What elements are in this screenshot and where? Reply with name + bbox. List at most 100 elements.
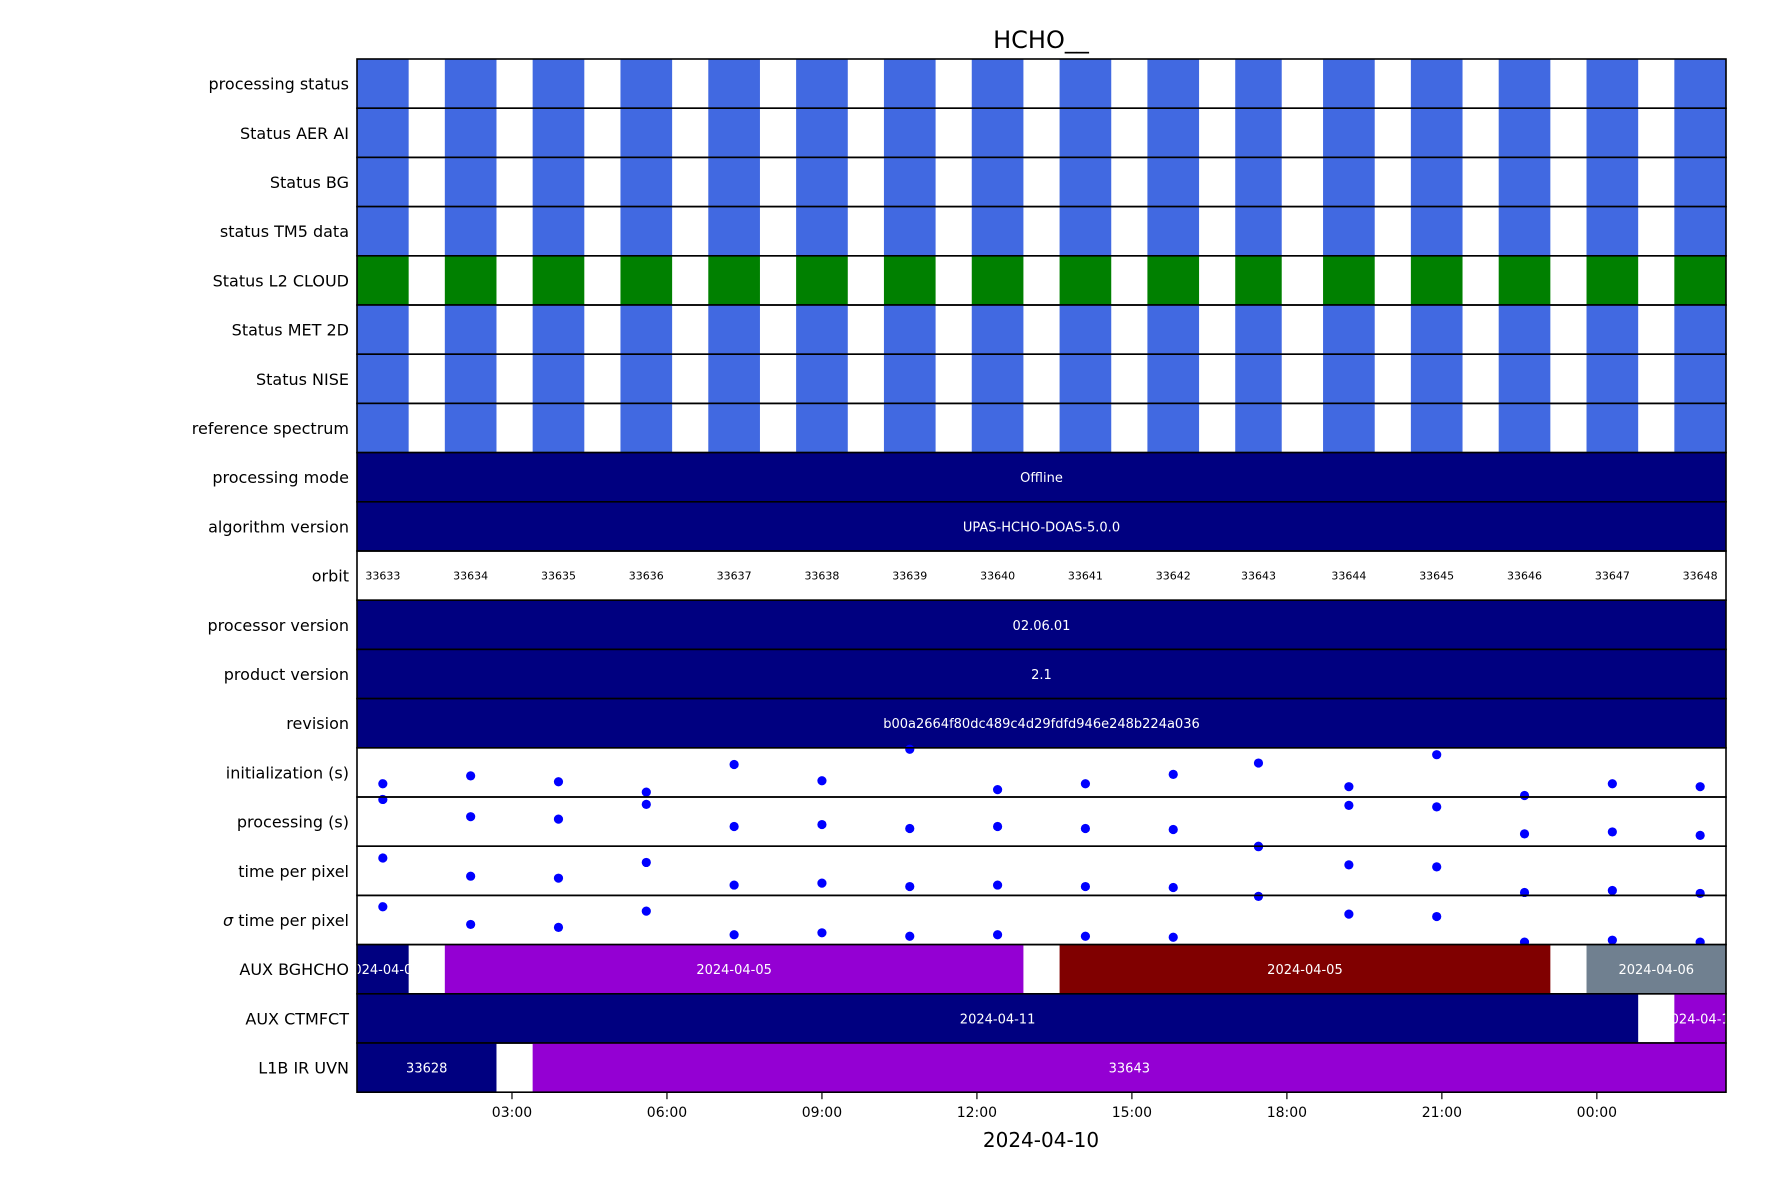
span-segment [357, 452, 1726, 502]
data-point [641, 857, 651, 868]
status-block [1059, 255, 1112, 305]
status-block [1235, 59, 1282, 109]
span-label: 2024-04-11 [960, 1012, 1036, 1027]
data-point [817, 878, 827, 888]
status-block [1410, 354, 1463, 404]
status-block [444, 59, 497, 109]
status-block [971, 255, 1024, 305]
row-border [356, 1042, 1727, 1094]
status-block [1059, 354, 1112, 404]
status-block [708, 305, 760, 355]
data-point [1607, 827, 1617, 837]
status-block [532, 108, 585, 158]
status-block [1059, 59, 1112, 109]
status-block [1235, 157, 1282, 207]
status-block [1147, 157, 1200, 207]
span-segment [357, 1043, 497, 1093]
status-block [357, 59, 409, 109]
status-block [1410, 108, 1463, 158]
status-block [620, 354, 673, 404]
span-segment [357, 600, 1726, 650]
data-point [466, 871, 476, 881]
status-block [1410, 255, 1463, 305]
status-block [1674, 403, 1726, 453]
status-block [444, 108, 497, 158]
status-block [1323, 157, 1375, 207]
status-block [1059, 206, 1112, 256]
status-block [1586, 206, 1639, 256]
status-block [1059, 108, 1112, 158]
orbit-number: 33637 [717, 570, 752, 583]
span-label: Offline [1020, 471, 1063, 486]
data-point [1168, 769, 1178, 779]
orbit-number: 33648 [1683, 570, 1718, 583]
orbit-number: 33638 [804, 570, 839, 583]
status-block [357, 403, 409, 453]
status-block [1147, 108, 1200, 158]
status-block [1323, 305, 1375, 355]
data-point [378, 779, 388, 789]
data-point [905, 931, 915, 941]
data-point [553, 814, 564, 824]
status-block [971, 354, 1024, 404]
status-block [971, 59, 1024, 109]
data-point [817, 819, 827, 830]
row-label: processing (s) [237, 813, 349, 832]
row-label: processing status [209, 75, 349, 94]
row-status-tm5-data: status TM5 data [220, 205, 1727, 257]
status-block [1323, 354, 1375, 404]
data-point [1695, 830, 1705, 840]
status-block [971, 206, 1024, 256]
status-block [1323, 255, 1375, 305]
row-border [356, 746, 1727, 798]
status-block [1147, 255, 1200, 305]
status-block [1498, 59, 1551, 109]
status-block [1410, 206, 1463, 256]
data-point [992, 880, 1003, 890]
status-block [796, 157, 848, 207]
status-block [1235, 255, 1282, 305]
status-block [971, 108, 1024, 158]
row-product-version: 2.1 product version [224, 648, 1727, 700]
row-time-per-pixel: time per pixel [238, 842, 1727, 899]
status-block [1674, 157, 1726, 207]
status-block [1059, 305, 1112, 355]
row-label: processor version [207, 616, 349, 635]
status-block [1410, 59, 1463, 109]
row-aux-ctmfct: 2024-04-11 2024-04-12 AUX CTMFCT [245, 992, 1727, 1044]
data-point [1607, 935, 1617, 945]
status-block [796, 59, 848, 109]
span-segment [357, 944, 409, 994]
orbit-number: 33644 [1331, 570, 1366, 583]
status-block [883, 59, 936, 109]
row-status-met-2d: Status MET 2D [232, 304, 1727, 356]
row-border [356, 894, 1727, 946]
status-block [1235, 305, 1282, 355]
status-block [532, 403, 585, 453]
orbit-number: 33645 [1419, 570, 1454, 583]
status-block [1498, 305, 1551, 355]
span-segment [1674, 993, 1726, 1043]
orbit-number: 33635 [541, 570, 576, 583]
row-status-bg: Status BG [270, 156, 1727, 208]
row-revision: b00a2664f80dc489c4d29fdfd946e248b224a036… [286, 697, 1727, 749]
row-aux-bghcho: 2024-04-04 2024-04-05 2024-04-05 2024-04-06… [239, 943, 1727, 995]
rows-layer: processing status Status AER AI Status BG s… [192, 58, 1727, 1094]
status-block [1498, 255, 1551, 305]
orbit-number: 33646 [1507, 570, 1542, 583]
row-label: L1B IR UVN [258, 1059, 349, 1078]
status-block [796, 255, 848, 305]
data-point [641, 787, 651, 797]
row-algorithm-version: UPAS-HCHO-DOAS-5.0.0 algorithm version [208, 500, 1727, 552]
span-label: 02.06.01 [1013, 619, 1071, 634]
data-point [1432, 750, 1442, 760]
status-block [971, 157, 1024, 207]
row-label: AUX CTMFCT [245, 1009, 349, 1028]
orbit-number: 33640 [980, 570, 1015, 583]
row-label: revision [286, 714, 349, 733]
data-point [1080, 881, 1091, 892]
x-tick-label: 09:00 [802, 1105, 842, 1121]
status-block [971, 403, 1024, 453]
status-block [1586, 59, 1639, 109]
status-block [708, 403, 760, 453]
